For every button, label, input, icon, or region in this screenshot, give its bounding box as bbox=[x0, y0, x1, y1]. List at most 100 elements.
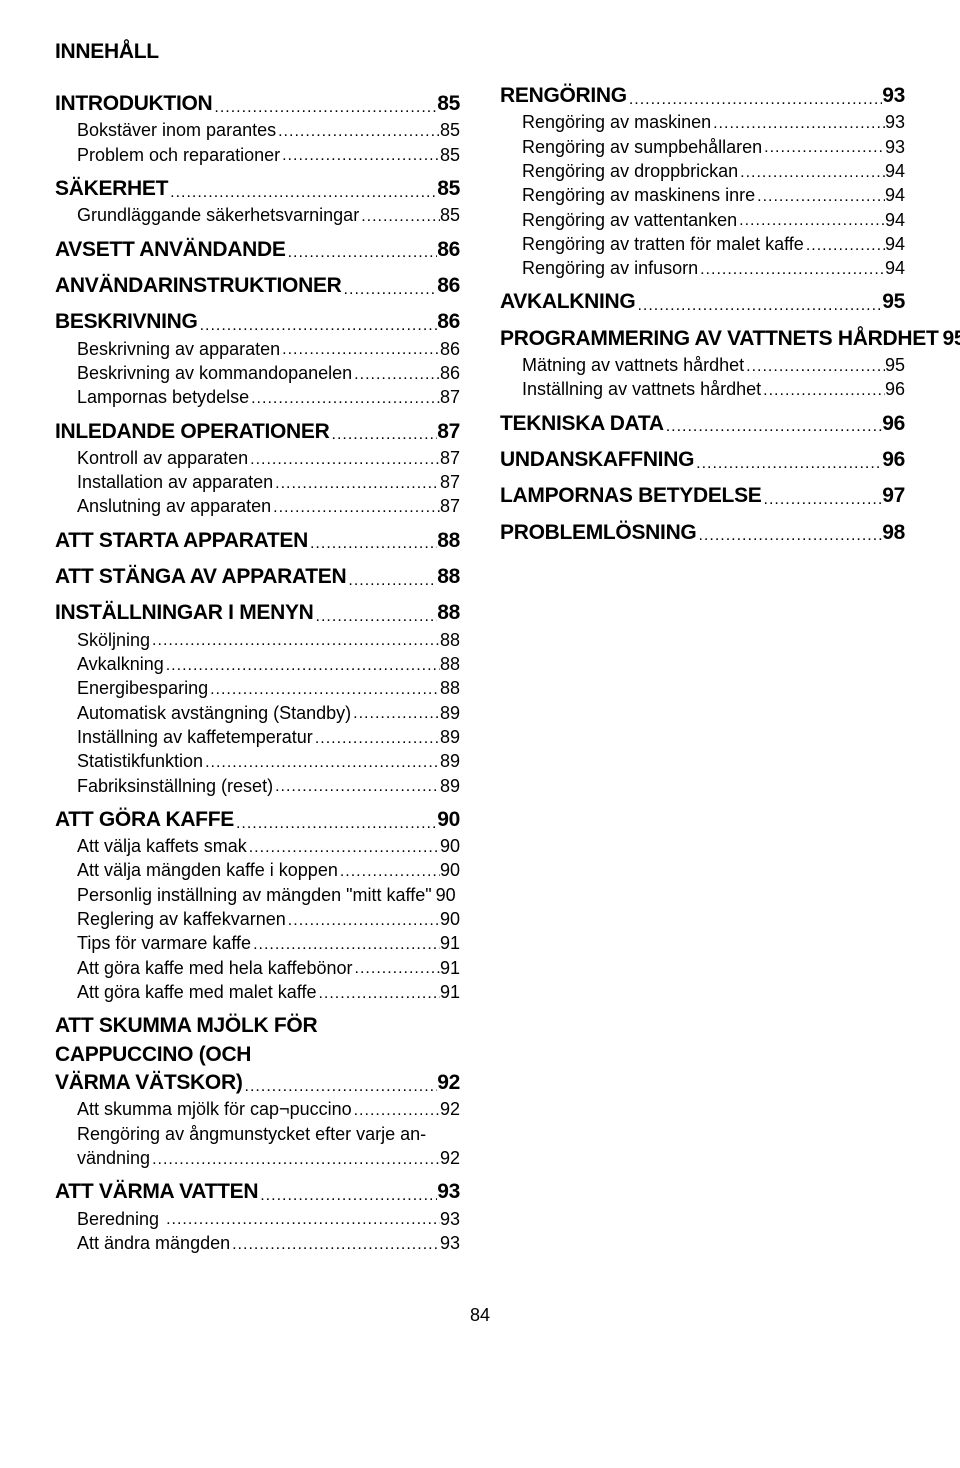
toc-page: 90 bbox=[440, 834, 460, 858]
toc-entry: Personlig inställning av mängden "mitt k… bbox=[55, 883, 460, 907]
toc-label: UNDANSKAFFNING bbox=[500, 446, 694, 474]
toc-leader-dots: ........................................… bbox=[352, 1100, 440, 1122]
toc-label: Installation av apparaten bbox=[77, 470, 273, 494]
toc-entry: Energibesparing.........................… bbox=[55, 676, 460, 700]
toc-page: 88 bbox=[440, 652, 460, 676]
toc-page: 91 bbox=[440, 956, 460, 980]
toc-label: Rengöring av ångmunstycket efter varje a… bbox=[77, 1122, 460, 1146]
toc-label: Att skumma mjölk för cap¬puccino bbox=[77, 1097, 352, 1121]
toc-leader-dots: ........................................… bbox=[694, 453, 882, 475]
toc-page: 97 bbox=[882, 482, 905, 510]
toc-leader-dots: ........................................… bbox=[198, 315, 438, 337]
toc-label: PROBLEMLÖSNING bbox=[500, 519, 696, 547]
toc-label: Rengöring av vattentanken bbox=[522, 208, 737, 232]
toc-section: INSTÄLLNINGAR I MENYN...................… bbox=[55, 599, 460, 627]
toc-leader-dots: ........................................… bbox=[230, 1234, 440, 1256]
toc-leader-dots: ........................................… bbox=[203, 752, 440, 774]
toc-entry: Grundläggande säkerhetsvarningar........… bbox=[55, 203, 460, 227]
toc-leader-dots: ........................................… bbox=[314, 606, 438, 628]
toc-page: 91 bbox=[440, 980, 460, 1004]
toc-leader-dots: ........................................… bbox=[762, 137, 885, 159]
toc-leader-dots: ........................................… bbox=[271, 497, 440, 519]
toc-leader-dots: ........................................… bbox=[286, 242, 438, 264]
toc-label: Grundläggande säkerhetsvarningar bbox=[77, 203, 359, 227]
toc-entry: Att välja mängden kaffe i koppen........… bbox=[55, 858, 460, 882]
toc-label: vändning bbox=[77, 1146, 150, 1170]
toc-leader-dots: ........................................… bbox=[308, 533, 437, 555]
toc-page: 93 bbox=[440, 1231, 460, 1255]
toc-entry: Automatisk avstängning (Standby)........… bbox=[55, 701, 460, 725]
toc-label: Rengöring av tratten för malet kaffe bbox=[522, 232, 804, 256]
toc-label: Beskrivning av apparaten bbox=[77, 337, 280, 361]
toc-page: 94 bbox=[885, 183, 905, 207]
toc-columns: INTRODUKTION............................… bbox=[55, 82, 905, 1255]
toc-label: Rengöring av maskinens inre bbox=[522, 183, 755, 207]
toc-label: Tips för varmare kaffe bbox=[77, 931, 251, 955]
toc-label: Automatisk avstängning (Standby) bbox=[77, 701, 351, 725]
toc-leader-dots: ........................................… bbox=[150, 1149, 440, 1171]
toc-entry: Inställning av kaffetemperatur..........… bbox=[55, 725, 460, 749]
toc-label: ATT SKUMMA MJÖLK FÖR CAPPUCCINO (OCH bbox=[55, 1012, 460, 1069]
toc-section: SÄKERHET................................… bbox=[55, 175, 460, 203]
toc-leader-dots: ........................................… bbox=[313, 728, 440, 750]
toc-page: 95 bbox=[885, 353, 905, 377]
toc-entry: Att göra kaffe med malet kaffe..........… bbox=[55, 980, 460, 1004]
toc-page: 95 bbox=[882, 288, 905, 316]
toc-page: 96 bbox=[882, 446, 905, 474]
toc-entry: Tips för varmare kaffe..................… bbox=[55, 931, 460, 955]
toc-page: 88 bbox=[440, 676, 460, 700]
toc-leader-dots: ........................................… bbox=[804, 235, 885, 257]
toc-label: Statistikfunktion bbox=[77, 749, 203, 773]
toc-page: 98 bbox=[882, 519, 905, 547]
toc-label: Rengöring av infusorn bbox=[522, 256, 698, 280]
toc-entry: Fabriksinställning (reset)..............… bbox=[55, 774, 460, 798]
toc-page: 87 bbox=[437, 418, 460, 446]
toc-page: 85 bbox=[437, 90, 460, 118]
toc-section: UNDANSKAFFNING..........................… bbox=[500, 446, 905, 474]
toc-entry: Att göra kaffe med hela kaffebönor......… bbox=[55, 956, 460, 980]
toc-leader-dots: ........................................… bbox=[346, 570, 437, 592]
toc-leader-dots: ........................................… bbox=[273, 473, 440, 495]
toc-label: ATT STARTA APPARATEN bbox=[55, 527, 308, 555]
toc-page: 91 bbox=[440, 931, 460, 955]
toc-leader-dots: ........................................… bbox=[353, 958, 440, 980]
toc-label: Rengöring av droppbrickan bbox=[522, 159, 738, 183]
toc-leader-dots: ........................................… bbox=[168, 182, 437, 204]
toc-label: Fabriksinställning (reset) bbox=[77, 774, 273, 798]
toc-leader-dots: ........................................… bbox=[212, 97, 437, 119]
toc-entry: Kontroll av apparaten...................… bbox=[55, 446, 460, 470]
toc-page: 90 bbox=[436, 883, 456, 907]
toc-label: Att ändra mängden bbox=[77, 1231, 230, 1255]
toc-page: 89 bbox=[440, 701, 460, 725]
toc-page: 94 bbox=[885, 232, 905, 256]
toc-label: AVKALKNING bbox=[500, 288, 635, 316]
toc-leader-dots: ........................................… bbox=[286, 910, 440, 932]
toc-section: ANVÄNDARINSTRUKTIONER...................… bbox=[55, 272, 460, 300]
toc-page: 85 bbox=[440, 203, 460, 227]
toc-section: ATT STÄNGA AV APPARATEN.................… bbox=[55, 563, 460, 591]
toc-label: Beskrivning av kommandopanelen bbox=[77, 361, 352, 385]
toc-label: ANVÄNDARINSTRUKTIONER bbox=[55, 272, 342, 300]
toc-page: 88 bbox=[437, 527, 460, 555]
toc-leader-dots: ........................................… bbox=[247, 837, 440, 859]
toc-entry: Rengöring av infusorn...................… bbox=[500, 256, 905, 280]
toc-label: VÄRMA VÄTSKOR) bbox=[55, 1069, 243, 1097]
toc-label: Inställning av kaffetemperatur bbox=[77, 725, 313, 749]
toc-leader-dots: ........................................… bbox=[251, 934, 440, 956]
toc-label: ATT STÄNGA AV APPARATEN bbox=[55, 563, 346, 591]
toc-page: 88 bbox=[437, 563, 460, 591]
toc-page: 85 bbox=[440, 143, 460, 167]
toc-label: ATT VÄRMA VATTEN bbox=[55, 1178, 258, 1206]
toc-leader-dots: ........................................… bbox=[330, 424, 438, 446]
toc-section: LAMPORNAS BETYDELSE.....................… bbox=[500, 482, 905, 510]
toc-label: AVSETT ANVÄNDANDE bbox=[55, 236, 286, 264]
toc-label: Att göra kaffe med hela kaffebönor bbox=[77, 956, 353, 980]
toc-page: 95 bbox=[942, 325, 960, 353]
toc-section: PROBLEMLÖSNING..........................… bbox=[500, 519, 905, 547]
toc-section: ATT SKUMMA MJÖLK FÖR CAPPUCCINO (OCHVÄRM… bbox=[55, 1012, 460, 1097]
toc-leader-dots: ........................................… bbox=[208, 679, 440, 701]
toc-leader-dots: ........................................… bbox=[744, 356, 885, 378]
toc-leader-dots: ........................................… bbox=[711, 113, 885, 135]
toc-leader-dots: ........................................… bbox=[737, 210, 885, 232]
toc-page: 86 bbox=[440, 337, 460, 361]
